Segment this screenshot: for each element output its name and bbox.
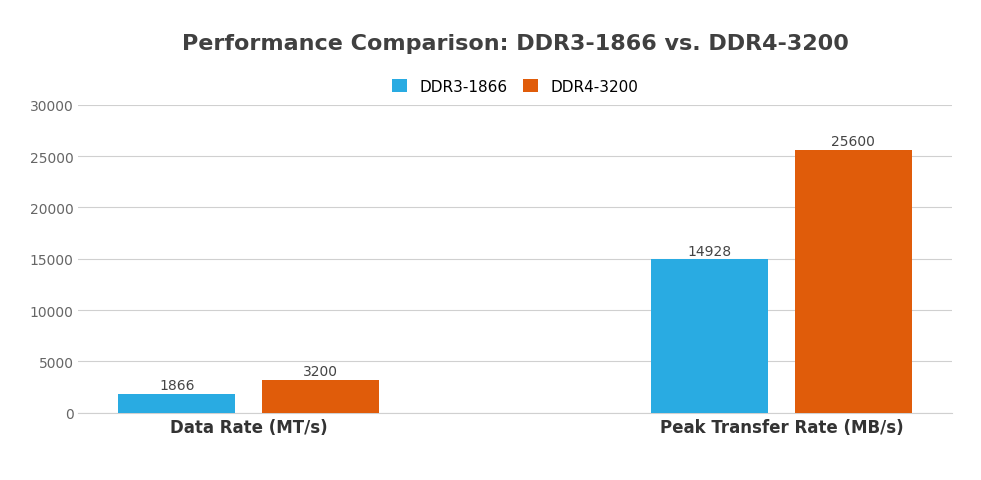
Text: 14928: 14928 xyxy=(688,244,732,258)
Bar xyxy=(795,151,912,413)
Legend: DDR3-1866, DDR4-3200: DDR3-1866, DDR4-3200 xyxy=(386,73,645,100)
Bar xyxy=(118,394,235,413)
Text: 1866: 1866 xyxy=(159,378,194,392)
Title: Performance Comparison: DDR3-1866 vs. DDR4-3200: Performance Comparison: DDR3-1866 vs. DD… xyxy=(181,34,849,54)
Text: 25600: 25600 xyxy=(831,135,875,149)
Bar xyxy=(650,260,768,413)
Bar xyxy=(262,380,380,413)
Text: 3200: 3200 xyxy=(303,364,338,378)
